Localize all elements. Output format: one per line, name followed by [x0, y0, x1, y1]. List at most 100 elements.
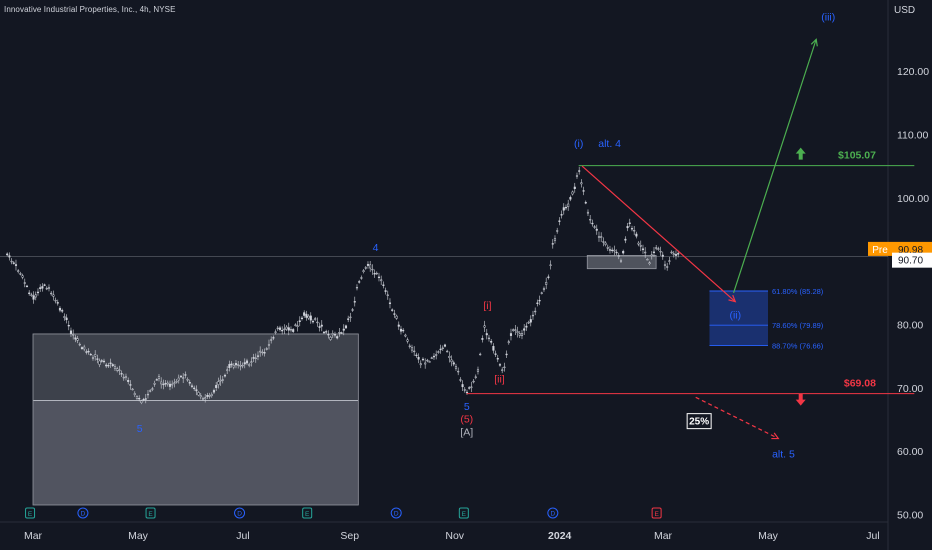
candle-body — [168, 383, 172, 387]
candle-body — [593, 226, 596, 228]
candle-body — [606, 246, 609, 249]
candle-body — [595, 228, 598, 231]
candle-body — [351, 309, 354, 311]
candle-body — [314, 318, 317, 320]
candle-body — [564, 206, 568, 209]
candle-body — [204, 397, 207, 400]
candle-body — [232, 365, 235, 368]
x-tick-label: Mar — [24, 530, 43, 542]
candle-body — [274, 331, 277, 333]
candle-body — [556, 230, 559, 232]
x-tick-label: Mar — [654, 530, 673, 542]
candle-body — [468, 387, 471, 389]
candle-body — [635, 233, 638, 237]
candle-body — [107, 364, 110, 367]
wave-labels-layer: 45(5)[A][i][ii](i) alt. 4(ii)(iii)alt. 55… — [137, 11, 835, 460]
candle-body — [329, 336, 332, 340]
candle-body — [551, 243, 554, 245]
candle-body — [127, 380, 130, 382]
candle-body — [633, 230, 636, 232]
candle-body — [270, 339, 273, 341]
candle-body — [10, 260, 13, 263]
candle-body — [228, 364, 231, 368]
earnings-marker-0[interactable] — [25, 507, 36, 519]
candle-body — [52, 294, 55, 297]
candle-body — [677, 253, 680, 255]
candle-body — [105, 364, 108, 367]
earnings-marker-6[interactable] — [458, 507, 469, 519]
red-decline-path[interactable] — [581, 165, 736, 303]
earnings-marker-2[interactable] — [145, 507, 156, 519]
candle-body — [666, 266, 669, 268]
dividend-marker-1[interactable] — [77, 507, 89, 519]
wave-label-3: [A] — [460, 426, 473, 438]
candle-body — [501, 369, 504, 371]
probability-badge — [686, 413, 712, 430]
red-alt-path-head — [771, 432, 780, 440]
currency-label[interactable]: USD — [894, 5, 916, 16]
candle-body — [628, 222, 631, 224]
candle-body — [333, 334, 337, 336]
red-alt-path[interactable] — [695, 396, 779, 440]
candle-body — [472, 380, 475, 383]
dividend-marker-5[interactable] — [390, 507, 402, 519]
candle-body — [384, 290, 387, 292]
candle-body — [353, 301, 356, 303]
candle-body — [300, 317, 304, 320]
earnings-marker-8[interactable] — [651, 507, 662, 519]
y-tick-label: 50.00 — [897, 510, 923, 522]
candle-body — [371, 268, 374, 271]
candle-body — [186, 379, 189, 381]
candle-body — [65, 317, 68, 321]
candle-body — [448, 356, 451, 358]
candle-body — [157, 376, 161, 379]
candle-body — [454, 366, 458, 369]
candle-body — [668, 260, 671, 262]
down-arrow-icon — [795, 393, 806, 406]
chart-title: Innovative Industrial Properties, Inc., … — [4, 5, 176, 14]
candle-body — [591, 222, 594, 225]
candle-body — [549, 264, 552, 266]
up-arrow-icon — [795, 147, 806, 160]
candle-body — [6, 253, 9, 256]
earnings-marker-4[interactable] — [302, 507, 313, 519]
green-advance-path[interactable] — [733, 39, 817, 293]
candle-body — [674, 254, 678, 256]
candle-body — [485, 333, 488, 336]
candle-body — [600, 236, 603, 238]
candle-body — [129, 384, 132, 386]
candle-body — [21, 275, 24, 278]
candle-body — [347, 318, 350, 320]
candle-body — [102, 360, 106, 363]
candle-body — [338, 332, 341, 334]
candle-body — [663, 264, 667, 266]
candle-body — [155, 379, 158, 381]
dividend-marker-7[interactable] — [547, 507, 559, 519]
candle-body — [221, 379, 224, 381]
y-tick-label: 100.00 — [897, 193, 929, 205]
support-zone-lower — [33, 400, 359, 505]
candle-body — [278, 327, 282, 330]
candle-body — [325, 331, 328, 333]
candle-body — [465, 391, 469, 394]
candle-body — [646, 258, 649, 261]
dividend-marker-3[interactable] — [234, 507, 246, 519]
candle-body — [318, 326, 321, 328]
candle-body — [386, 294, 389, 296]
candle-body — [630, 228, 634, 230]
candle-body — [23, 282, 26, 284]
candle-body — [298, 320, 301, 322]
candle-body — [149, 390, 152, 392]
candle-body — [294, 324, 297, 326]
candle-body — [311, 320, 315, 323]
candle-body — [96, 358, 99, 360]
wave-label-5: [ii] — [494, 374, 505, 386]
fib-label-2: 88.70% (76.66) — [772, 342, 824, 351]
earnings-marker-text-0: E — [28, 511, 33, 518]
candle-body — [573, 186, 576, 189]
candle-body — [529, 319, 532, 323]
candle-body — [61, 310, 64, 312]
candle-body — [250, 361, 253, 363]
candle-body — [76, 338, 79, 341]
